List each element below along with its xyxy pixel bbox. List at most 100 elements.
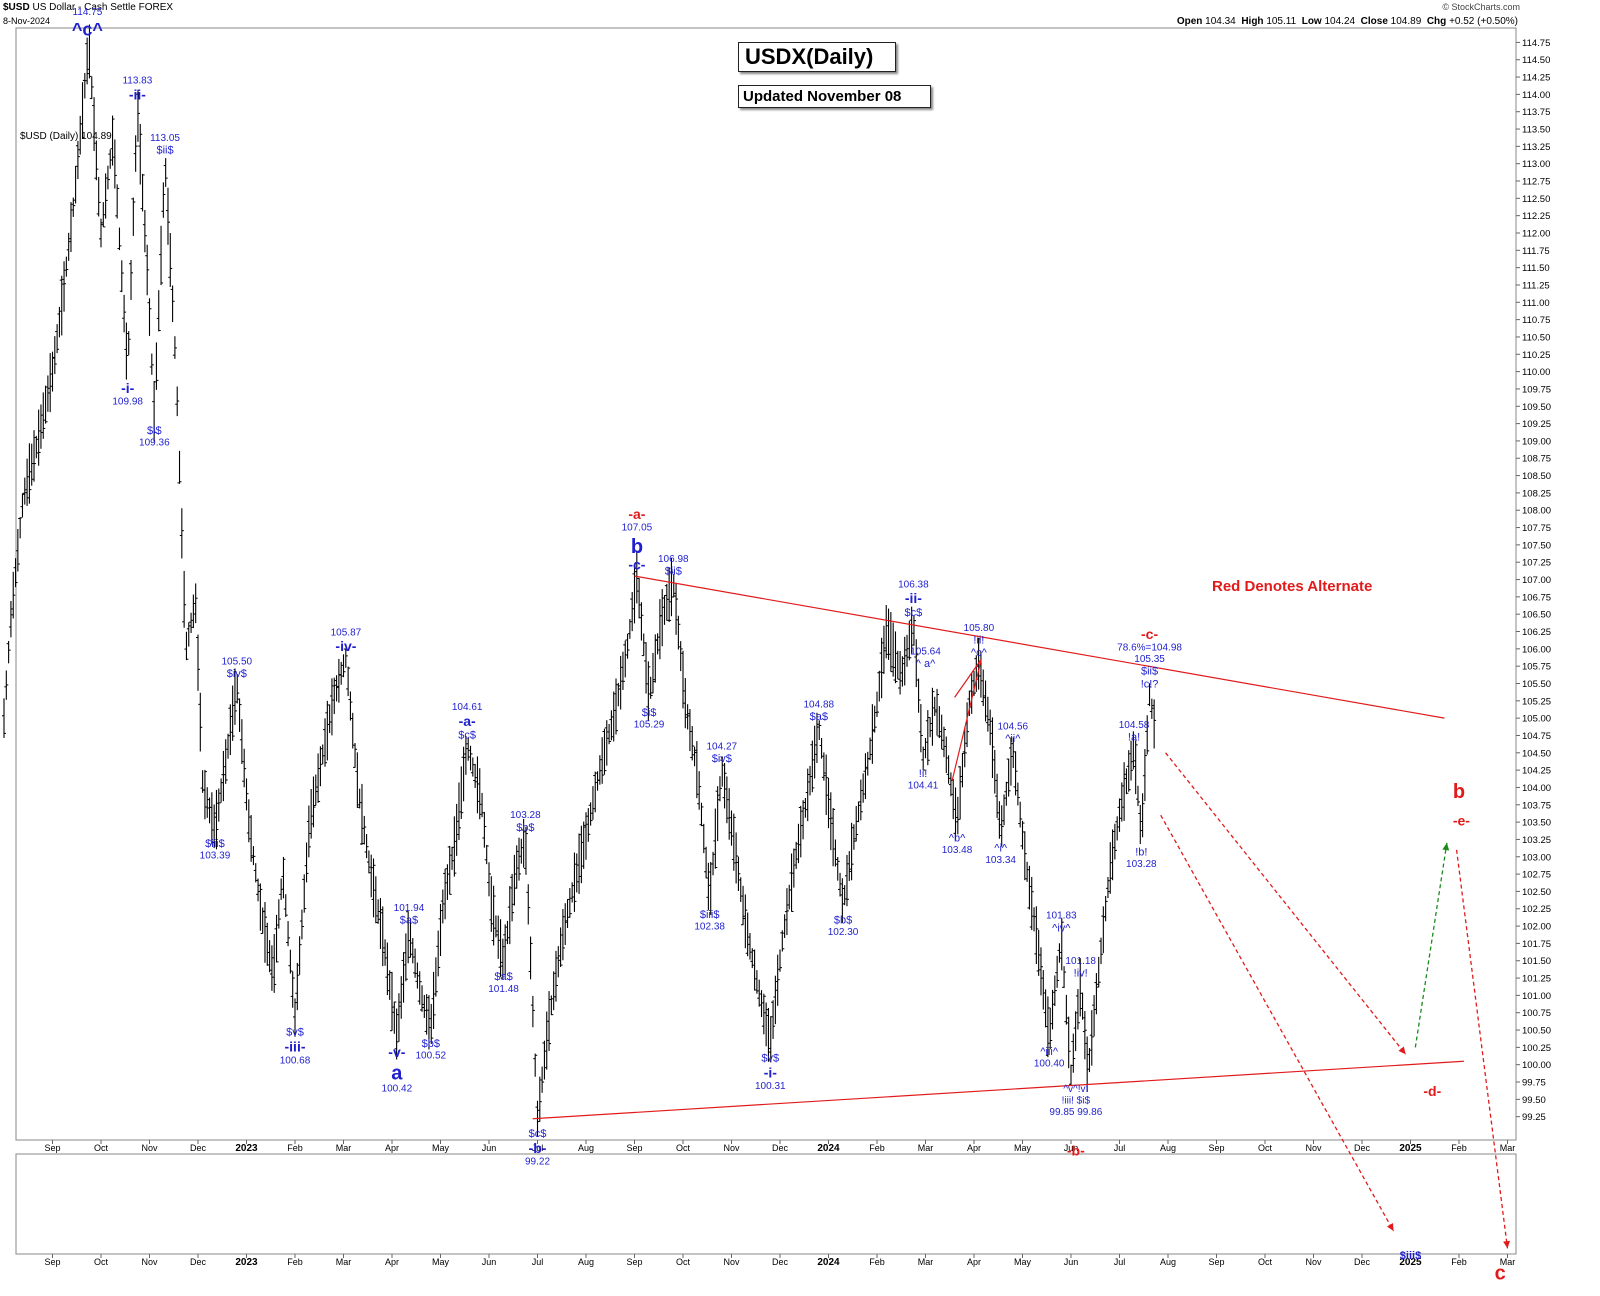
exchange: FOREX — [138, 2, 174, 13]
y-tick-label: 111.50 — [1522, 263, 1550, 274]
x-tick-label: Feb — [287, 1257, 303, 1267]
high-label: High — [1241, 16, 1264, 27]
x-tick-label: 2025 — [1399, 1257, 1422, 1268]
y-tick-label: 109.75 — [1522, 384, 1551, 395]
wave-label: 103.48 — [942, 845, 973, 856]
projection-arrow-d-head — [1398, 1046, 1406, 1055]
title-box: USDX(Daily) — [738, 42, 896, 72]
wave-label: 102.38 — [694, 921, 725, 932]
y-tick-label: 112.75 — [1522, 177, 1550, 188]
projection-arrow-c — [1455, 849, 1509, 1249]
x-tick-label: Oct — [676, 1143, 691, 1153]
y-tick-label: 103.75 — [1522, 800, 1551, 811]
wave-label: 109.98 — [112, 397, 143, 408]
y-tick-label: 108.00 — [1522, 506, 1551, 517]
y-tick-label: 105.25 — [1522, 696, 1551, 707]
x-tick-label: May — [1014, 1143, 1032, 1153]
wave-label: $c$ — [458, 730, 476, 742]
x-tick-label: Feb — [869, 1257, 885, 1267]
wave-label: 114.75 — [72, 7, 102, 18]
x-tick-label: Aug — [1160, 1257, 1176, 1267]
projection-arrow-d — [1165, 752, 1407, 1055]
plot-label: $USD (Daily) 104.89 — [20, 131, 112, 142]
y-tick-label: 102.75 — [1522, 870, 1551, 881]
wave-label: 101.18 — [1065, 956, 1096, 967]
y-tick-label: 102.50 — [1522, 887, 1551, 898]
y-tick-label: 108.75 — [1522, 454, 1551, 465]
x-tick-label: Mar — [918, 1257, 934, 1267]
x-tick-label: May — [432, 1143, 450, 1153]
wave-label: 104.27 — [707, 742, 738, 753]
wave-label: $i$ — [642, 707, 657, 719]
x-tick-label: Feb — [1451, 1257, 1467, 1267]
y-tick-label: 106.50 — [1522, 610, 1551, 621]
symbol-name: US Dollar - Cash Settle — [32, 2, 136, 13]
wave-label: $iv$ — [712, 753, 732, 765]
wave-label: -v- — [388, 1044, 405, 1060]
y-tick-label: 100.75 — [1522, 1008, 1551, 1019]
y-tick-label: 107.50 — [1522, 540, 1551, 551]
wave-label: 106.38 — [898, 579, 929, 590]
y-tick-label: 104.25 — [1522, 766, 1551, 777]
low-label: Low — [1301, 16, 1322, 27]
y-tick-label: 111.75 — [1522, 246, 1550, 257]
low-value: 104.24 — [1324, 16, 1356, 27]
alternate-note: Red Denotes Alternate — [1212, 578, 1373, 595]
x-tick-label: 2024 — [817, 1143, 840, 1154]
wave-label: b — [631, 536, 643, 558]
wave-label: $a$ — [400, 915, 418, 927]
wave-label: -a- — [628, 506, 645, 522]
y-tick-label: 105.50 — [1522, 679, 1551, 690]
y-tick-label: 109.25 — [1522, 419, 1551, 430]
x-tick-label: Mar — [918, 1143, 934, 1153]
wave-label: ^i^ — [994, 842, 1008, 854]
y-tick-label: 102.25 — [1522, 904, 1551, 915]
wave-label: ^ii^ — [1005, 733, 1021, 745]
projection-arrow-e-head — [1442, 842, 1450, 851]
wave-label: $b$ — [516, 822, 534, 834]
wave-label: !i! — [919, 768, 928, 780]
x-tick-label: Dec — [1354, 1257, 1371, 1267]
x-tick-label: 2023 — [235, 1143, 258, 1154]
x-tick-label: Mar — [1500, 1257, 1516, 1267]
wave-label: $ii$ — [665, 565, 682, 577]
x-tick-label: Oct — [94, 1257, 109, 1267]
wave-label: 100.31 — [755, 1081, 786, 1092]
wave-label: -c- — [628, 556, 645, 572]
x-tick-label: Feb — [1451, 1143, 1467, 1153]
x-tick-label: Apr — [967, 1143, 981, 1153]
x-tick-label: Nov — [1305, 1143, 1322, 1153]
wave-label: 106.98 — [658, 554, 689, 565]
wave-label: -i- — [121, 380, 135, 396]
wave-label: ^v^!v! — [1063, 1084, 1088, 1095]
x-tick-label: Dec — [772, 1143, 789, 1153]
wave-label: -b- — [1067, 1142, 1085, 1158]
ohlc-readout: Open 104.34 High 105.11 Low 104.24 Close… — [1177, 16, 1518, 27]
wave-label: -a- — [459, 713, 476, 729]
wave-label: -iv- — [335, 638, 356, 654]
x-tick-label: Nov — [141, 1257, 158, 1267]
wave-label: $iv$ — [227, 668, 247, 680]
wave-label: ^iii^ — [1040, 1046, 1058, 1058]
y-tick-label: 114.50 — [1522, 55, 1550, 66]
y-tick-label: 110.25 — [1522, 350, 1550, 361]
wave-label: 105.87 — [331, 627, 362, 638]
x-tick-label: Oct — [94, 1143, 109, 1153]
wave-label: -ii- — [905, 590, 922, 606]
x-tick-label: 2024 — [817, 1257, 840, 1268]
wave-label: 105.35 — [1134, 654, 1165, 665]
x-tick-label: Oct — [1258, 1143, 1273, 1153]
y-tick-label: 110.75 — [1522, 315, 1550, 326]
x-tick-label: Mar — [1500, 1143, 1516, 1153]
y-tick-label: 110.00 — [1522, 367, 1550, 378]
wave-label: !iii! $i$ — [1062, 1096, 1091, 1107]
wave-label: $ii$ — [1141, 666, 1158, 678]
x-tick-label: Jun — [1064, 1257, 1079, 1267]
wave-label: -iii- — [285, 1039, 306, 1055]
y-tick-label: 108.25 — [1522, 488, 1551, 499]
x-tick-label: Aug — [1160, 1143, 1176, 1153]
wave-label: $b$ — [834, 914, 852, 926]
wave-label: 105.50 — [222, 656, 253, 667]
y-tick-label: 109.00 — [1522, 436, 1551, 447]
chg-value: +0.52 (+0.50%) — [1449, 16, 1518, 27]
